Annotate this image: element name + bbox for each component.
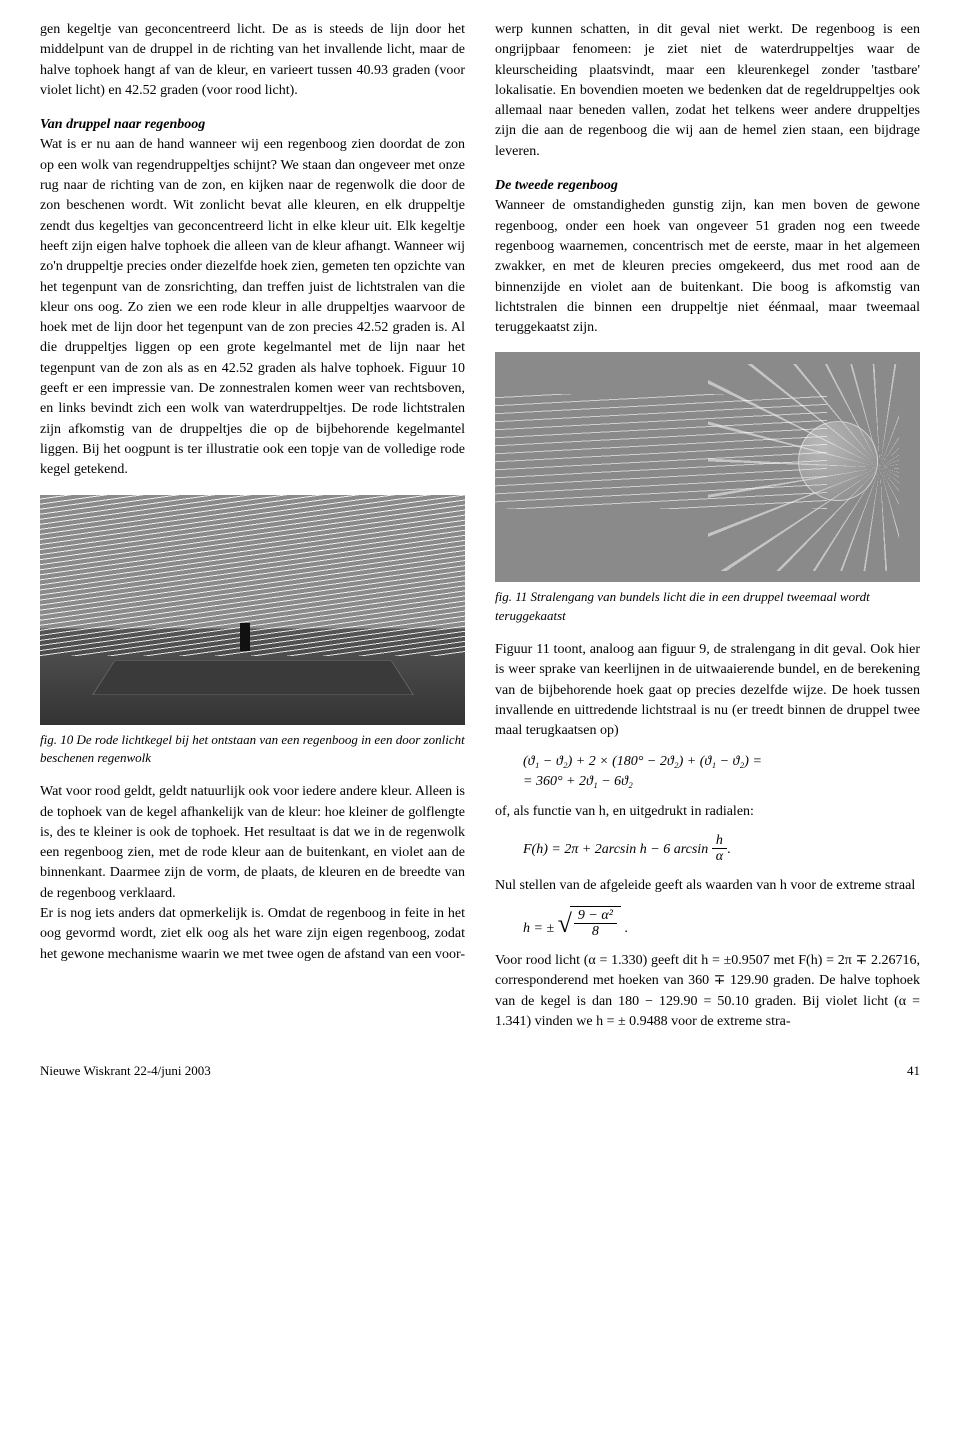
equation-3: h = ± √ 9 − α² 8 . xyxy=(523,906,920,941)
figure-10-ground xyxy=(92,660,414,695)
figure-11-caption: fig. 11 Stralengang van bundels licht di… xyxy=(495,588,920,626)
right-para-3: Figuur 11 toont, analoog aan figuur 9, d… xyxy=(495,640,920,741)
equation-3-fraction: 9 − α² 8 xyxy=(574,908,617,941)
equation-2: F(h) = 2π + 2arcsin h − 6 arcsin h α . xyxy=(523,833,920,866)
equation-2-fraction: h α xyxy=(712,833,727,866)
figure-10-caption: fig. 10 De rode lichtkegel bij het ontst… xyxy=(40,731,465,769)
right-para-5: Nul stellen van de afgeleide geeft als w… xyxy=(495,876,920,896)
heading-tweede-regenboog: De tweede regenboog xyxy=(495,176,920,196)
right-para-6: Voor rood licht (α = 1.330) geeft dit h … xyxy=(495,951,920,1032)
left-para-3: Wat voor rood geldt, geldt natuurlijk oo… xyxy=(40,782,465,904)
equation-3-denominator: 8 xyxy=(574,924,617,941)
equation-2-lhs: F(h) = 2π + 2arcsin h − 6 arcsin xyxy=(523,841,708,856)
figure-11-droplet xyxy=(798,421,878,501)
equation-2-denominator: α xyxy=(712,849,727,866)
equation-3-numerator: 9 − α² xyxy=(574,908,617,924)
page-footer: Nieuwe Wiskrant 22-4/juni 2003 41 xyxy=(40,1062,920,1081)
left-para-1: gen kegeltje van geconcentreerd licht. D… xyxy=(40,20,465,101)
figure-10-rays xyxy=(40,495,465,656)
right-para-2: Wanneer de omstandigheden gunstig zijn, … xyxy=(495,196,920,338)
right-para-1: werp kunnen schatten, in dit geval niet … xyxy=(495,20,920,162)
left-para-4: Er is nog iets anders dat opmerkelijk is… xyxy=(40,904,465,965)
heading-van-druppel: Van druppel naar regenboog xyxy=(40,115,465,135)
equation-2-numerator: h xyxy=(712,833,727,849)
equation-3-lhs: h = ± xyxy=(523,921,554,936)
equation-3-sqrt-body: 9 − α² 8 xyxy=(570,906,621,941)
figure-11 xyxy=(495,352,920,582)
equation-3-sqrt: √ 9 − α² 8 xyxy=(558,906,621,941)
right-column: werp kunnen schatten, in dit geval niet … xyxy=(495,20,920,1032)
equation-1-line-b: = 360° + 2ϑ₁ − 6ϑ₂ xyxy=(523,774,633,789)
figure-10 xyxy=(40,495,465,725)
equation-1-line-a: (ϑ₁ − ϑ₂) + 2 × (180° − 2ϑ₂) + (ϑ₁ − ϑ₂)… xyxy=(523,754,762,769)
footer-issue: Nieuwe Wiskrant 22-4/juni 2003 xyxy=(40,1062,211,1081)
left-column: gen kegeltje van geconcentreerd licht. D… xyxy=(40,20,465,1032)
left-para-2: Wat is er nu aan de hand wanneer wij een… xyxy=(40,135,465,480)
figure-10-observer xyxy=(240,623,250,651)
equation-1: (ϑ₁ − ϑ₂) + 2 × (180° − 2ϑ₂) + (ϑ₁ − ϑ₂)… xyxy=(523,752,920,793)
two-column-layout: gen kegeltje van geconcentreerd licht. D… xyxy=(40,20,920,1032)
right-para-4: of, als functie van h, en uitgedrukt in … xyxy=(495,802,920,822)
footer-page-number: 41 xyxy=(907,1062,920,1081)
